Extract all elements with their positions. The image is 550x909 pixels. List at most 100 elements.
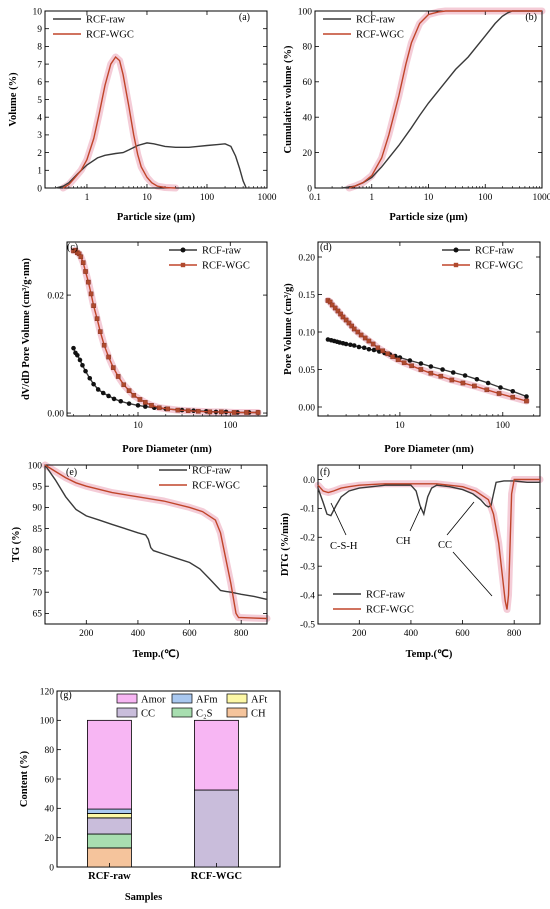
y-tick-label: 65 — [33, 610, 43, 620]
data-point — [351, 343, 357, 348]
data-point — [86, 279, 91, 285]
y-tick-label: 0.00 — [47, 409, 64, 419]
y-tick-label: 5 — [37, 96, 42, 106]
y-axis-label: Volume (%) — [8, 72, 19, 127]
legend-marker — [180, 247, 186, 253]
data-point — [375, 345, 381, 351]
x-axis-label: Samples — [125, 892, 162, 903]
legend-swatch — [171, 707, 193, 718]
series-line-f-0 — [317, 480, 540, 517]
y-tick-label: 120 — [40, 687, 55, 697]
svg-text:(g): (g) — [60, 690, 72, 701]
bar-segment-AFt-RCF-raw — [87, 813, 132, 819]
data-point — [366, 338, 372, 344]
legend-label: RCF-raw — [356, 15, 396, 26]
y-tick-label: 20 — [303, 149, 313, 159]
data-point — [340, 314, 346, 320]
data-point — [95, 387, 101, 392]
legend-marker — [453, 247, 459, 253]
y-tick-label: 60 — [45, 775, 55, 785]
panel-label-b: (b) — [525, 12, 537, 23]
data-point — [460, 380, 466, 386]
data-point — [401, 360, 407, 366]
axes-g: 0 20 40 60 80 100 120 RCF-raw RCF-WGC Samples Cont… — [19, 687, 281, 903]
x-tick-label: RCF-WGC — [191, 871, 242, 882]
svg-text:(e): (e) — [66, 467, 77, 478]
bar-segment-AFm-RCF-raw — [87, 808, 132, 814]
data-point — [348, 342, 353, 348]
svg-text:(f): (f) — [320, 467, 330, 478]
data-point — [126, 388, 132, 393]
data-point — [472, 383, 477, 389]
data-point — [338, 311, 343, 317]
y-tick-label: -0.3 — [300, 562, 315, 572]
data-point — [349, 323, 354, 329]
data-point — [428, 370, 434, 376]
y-tick-label: 80 — [303, 43, 313, 53]
data-point — [91, 303, 96, 309]
x-tick-label: 800 — [507, 629, 522, 639]
y-tick-label: 0.00 — [298, 403, 315, 413]
plot-frame-f — [317, 464, 541, 625]
legend-label: RCF-WGC — [356, 30, 404, 41]
svg-text:(d): (d) — [320, 242, 332, 253]
data-point — [329, 302, 335, 308]
legend-label: RCF-WGC — [202, 261, 250, 272]
x-tick-label: 1000 — [258, 193, 277, 203]
x-tick-label: 0.1 — [309, 193, 321, 203]
plot-frame-b — [314, 10, 543, 189]
x-axis-label: Temp.(℃) — [133, 648, 180, 660]
data-point — [380, 348, 385, 354]
data-point — [484, 387, 490, 393]
x-tick-label: 1 — [85, 193, 90, 203]
data-point — [156, 405, 162, 411]
legend-swatch — [116, 707, 138, 718]
panel-label-c: (c) — [67, 242, 78, 253]
data-point — [165, 406, 171, 412]
legend-label: RCF-WGC — [192, 481, 240, 492]
x-tick-label: 400 — [131, 629, 146, 639]
svg-text:(a): (a) — [239, 12, 250, 23]
y-tick-label: 0.0 — [303, 476, 315, 486]
data-point — [346, 320, 352, 326]
data-point — [428, 364, 434, 369]
legend-swatch — [226, 707, 248, 718]
data-point — [418, 367, 424, 372]
data-point — [356, 344, 362, 350]
data-point — [496, 391, 502, 396]
y-tick-label: 95 — [33, 483, 43, 493]
x-axis-label: Particle size (μm) — [117, 212, 196, 223]
data-point — [362, 335, 368, 341]
series-line-a-0 — [55, 142, 247, 189]
y-tick-label: 90 — [33, 504, 43, 514]
data-point — [115, 374, 121, 379]
y-tick-label: 80 — [33, 546, 43, 556]
data-point — [143, 400, 148, 405]
y-tick-label: 9 — [37, 25, 42, 35]
y-tick-label: 10 — [33, 7, 43, 17]
x-axis-label: Particle size (μm) — [389, 212, 468, 223]
panel-label-d: (d) — [320, 242, 332, 253]
data-point — [106, 354, 111, 360]
legend-marker — [453, 262, 459, 268]
x-tick-label: 10 — [133, 421, 143, 431]
data-point — [121, 382, 127, 388]
axes-a: 0 1 2 3 4 5 6 7 8 9 10 1 10 100 1000 Particle size (μm)… — [8, 7, 277, 223]
x-tick-label: 100 — [200, 193, 215, 203]
y-tick-label: 0.20 — [298, 253, 315, 263]
y-tick-label: -0.5 — [300, 620, 315, 630]
data-point — [195, 408, 201, 414]
x-axis-label: Pore Diameter (nm) — [384, 444, 474, 455]
data-point — [231, 410, 237, 415]
y-tick-label: 0 — [307, 184, 312, 194]
data-point — [407, 358, 413, 363]
legend-label: RCF-raw — [366, 590, 406, 601]
data-point — [409, 363, 414, 369]
data-point — [524, 394, 529, 399]
bar-segment-CC-RCF-raw — [87, 817, 132, 835]
y-tick-label: 80 — [45, 746, 55, 756]
data-point — [474, 376, 480, 382]
data-point — [87, 375, 93, 381]
series-group-a: RCF-raw RCF-WGC — [53, 15, 247, 189]
